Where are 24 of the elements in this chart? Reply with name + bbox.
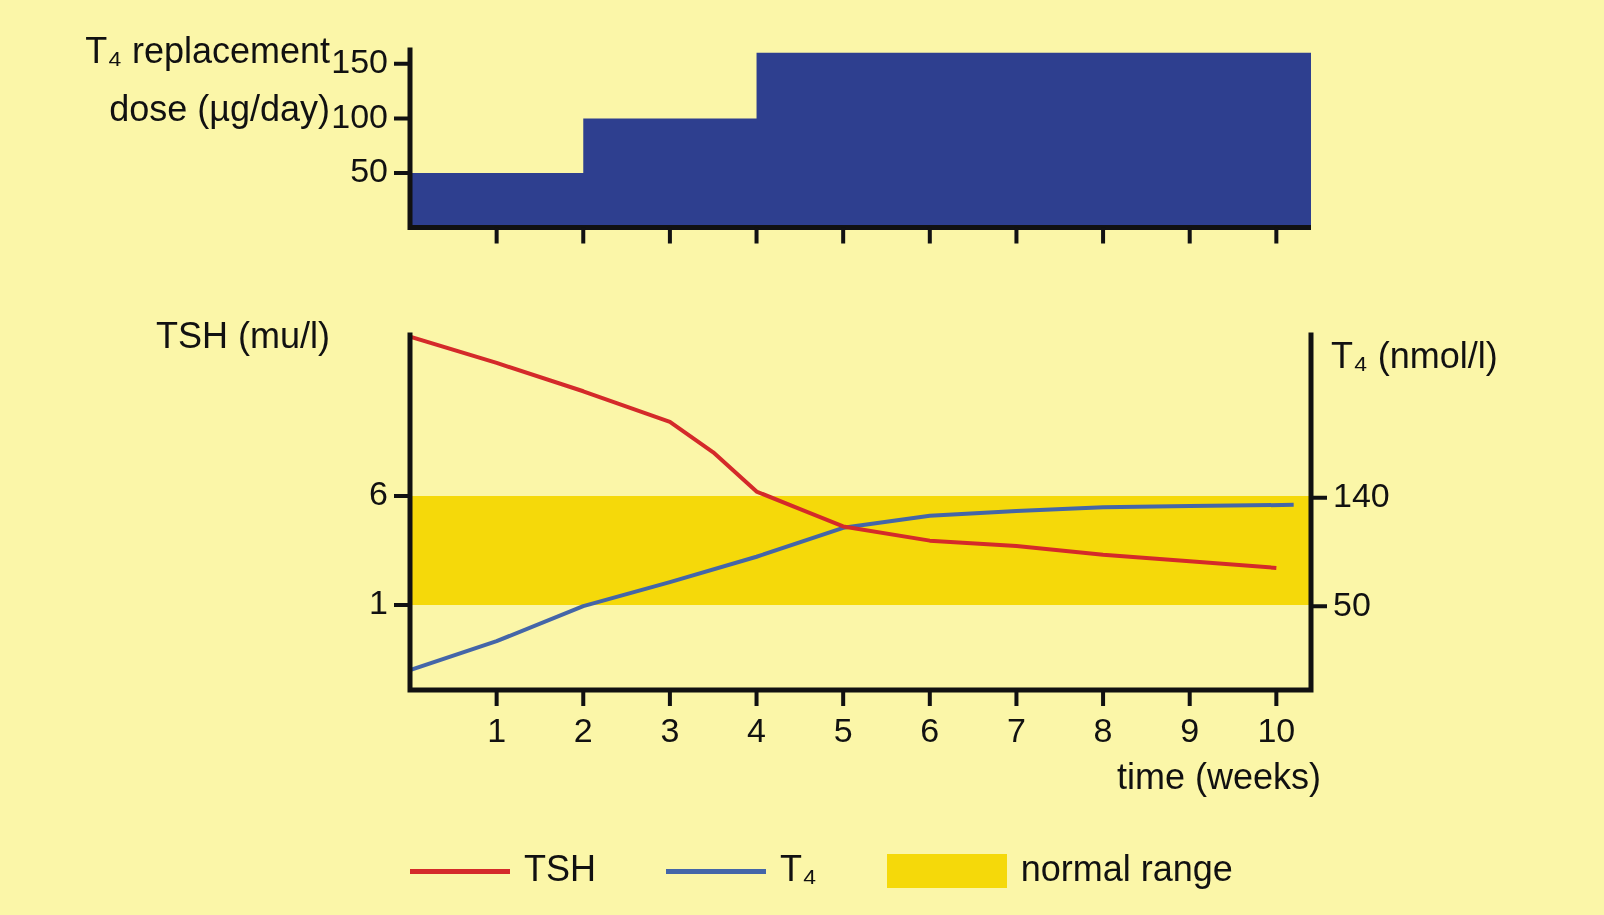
- x-tick-label: 1: [487, 710, 507, 749]
- y-tick-label: 100: [331, 96, 388, 135]
- y-axis-title: T₄ replacement dose (µg/day): [84, 29, 330, 131]
- x-tick-label: 3: [660, 710, 680, 749]
- y2-tick-label: 50: [1333, 584, 1371, 623]
- y-tick-label: 50: [350, 151, 388, 190]
- x-tick-label: 2: [573, 710, 593, 749]
- x-axis-title: time (weeks): [1115, 755, 1321, 799]
- y2-tick-label: 140: [1333, 476, 1390, 515]
- x-tick-label: 5: [833, 710, 853, 749]
- legend-label: normal range: [1020, 848, 1233, 889]
- y-tick-label: 1: [369, 583, 388, 622]
- x-tick-label: 10: [1257, 710, 1296, 749]
- x-tick-label: 9: [1180, 710, 1200, 749]
- x-tick-label: 6: [920, 710, 940, 749]
- x-tick-label: 7: [1006, 710, 1026, 749]
- y-axis-title: TSH (mu/l): [155, 314, 330, 359]
- x-tick-label: 4: [747, 710, 766, 749]
- y2-axis-title: T₄ (nmol/l): [1331, 334, 1499, 379]
- legend-label: TSH: [524, 848, 596, 889]
- y-tick-label: 6: [369, 474, 388, 513]
- y-tick-label: 150: [331, 42, 388, 81]
- legend-label: T₄: [780, 848, 817, 889]
- x-tick-label: 8: [1093, 710, 1113, 749]
